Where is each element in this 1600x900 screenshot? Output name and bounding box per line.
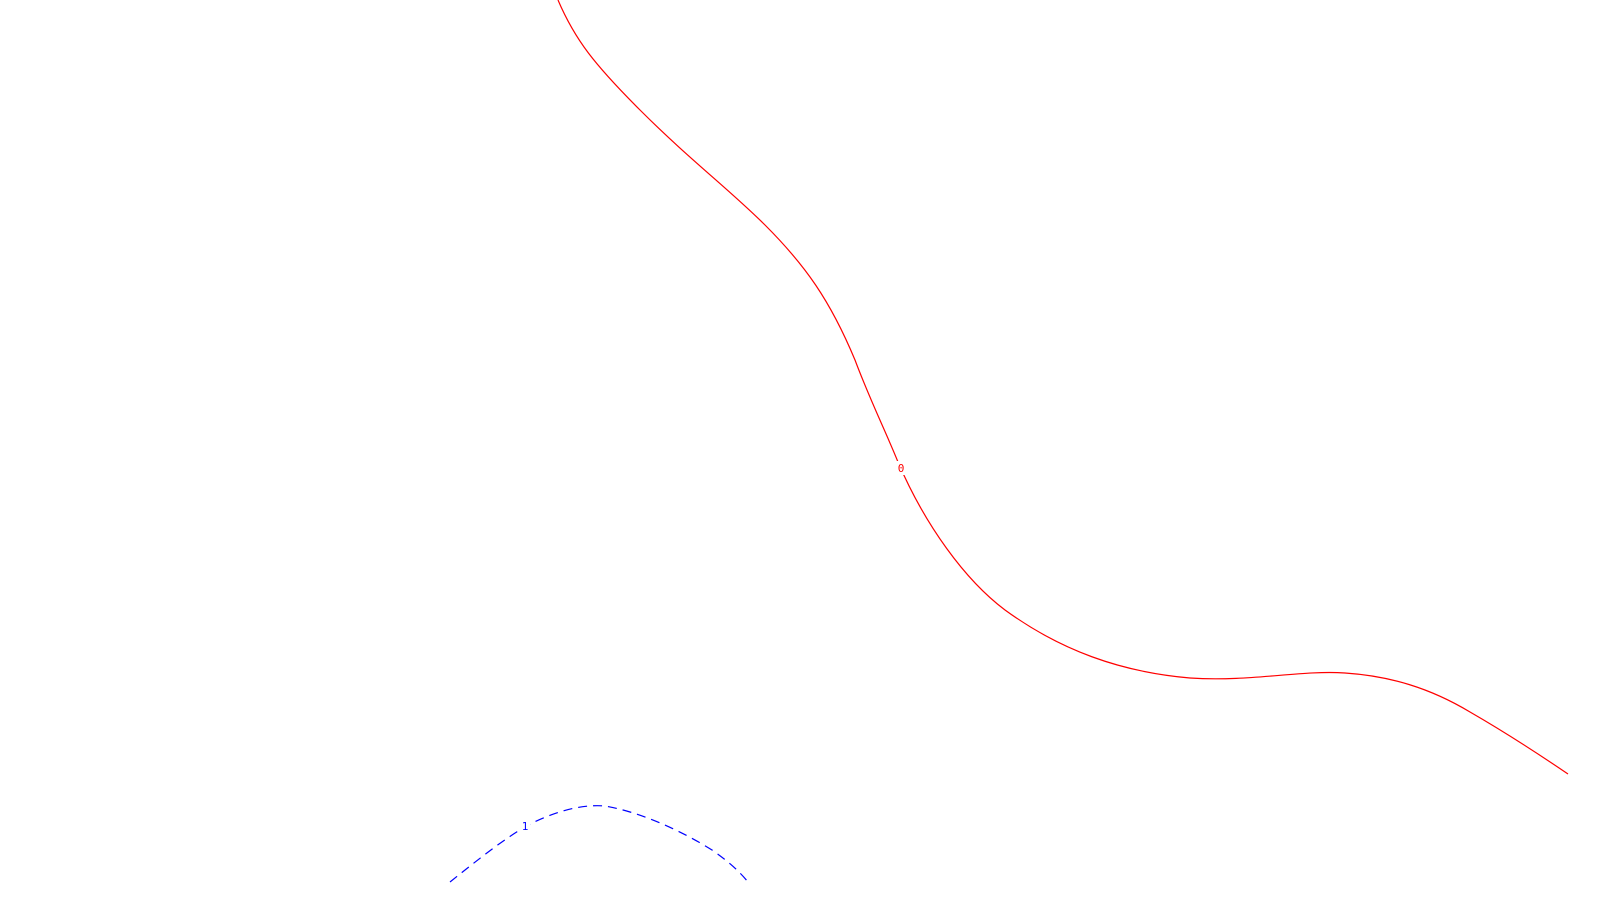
contour-label-0-bg [895,461,906,475]
contour-line-1 [449,805,749,883]
contour-line-0 [557,0,1569,775]
contour-label-1-bg [519,819,530,833]
contour-label-1: 1 [522,820,529,833]
contour-label-0: 0 [898,462,905,475]
